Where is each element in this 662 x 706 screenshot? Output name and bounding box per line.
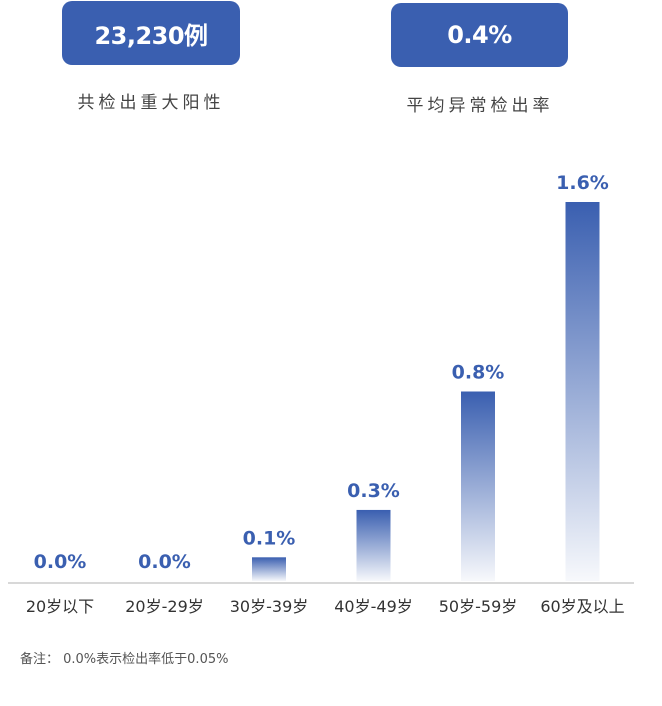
footnote: 备注： 0.0%表示检出率低于0.05% [20, 652, 229, 667]
cases-badge: 23,230例 [62, 1, 240, 65]
category-label-4: 50岁-59岁 [439, 597, 518, 616]
cases-label: 共检出重大阳性 [77, 93, 225, 113]
data-label-2: 0.1% [243, 527, 296, 549]
bar-4 [461, 391, 495, 581]
rate-label: 平均异常检出率 [406, 96, 554, 116]
category-label-1: 20岁-29岁 [125, 597, 204, 616]
bar-5 [565, 202, 600, 581]
category-label-0: 20岁以下 [26, 597, 94, 616]
data-label-3: 0.3% [347, 480, 400, 502]
bar-2 [252, 557, 286, 581]
data-label-0: 0.0% [34, 551, 87, 573]
data-label-5: 1.6% [556, 172, 609, 194]
category-label-3: 40岁-49岁 [334, 597, 413, 616]
category-label-2: 30岁-39岁 [230, 597, 309, 616]
rate-badge: 0.4% [391, 3, 568, 67]
bar-3 [356, 509, 391, 581]
category-label-5: 60岁及以上 [540, 597, 624, 616]
cases-value: 23,230例 [94, 21, 208, 50]
data-label-4: 0.8% [452, 362, 505, 384]
rate-value: 0.4% [447, 21, 512, 49]
data-label-1: 0.0% [138, 551, 191, 573]
